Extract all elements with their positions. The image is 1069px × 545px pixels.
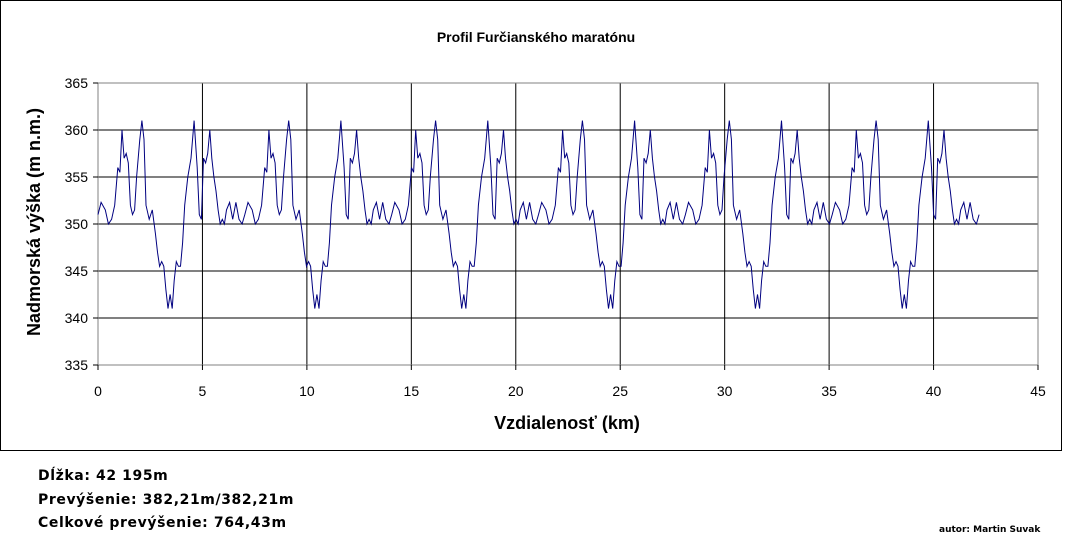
y-tick-label: 345 (65, 263, 89, 279)
elevation-profile-line (97, 120, 980, 309)
x-tick-label: 25 (612, 383, 628, 399)
chart-frame (0, 0, 1062, 451)
y-tick-label: 340 (65, 310, 89, 326)
y-tick-label: 335 (65, 357, 89, 373)
y-tick-label: 360 (65, 122, 89, 138)
x-tick-label: 5 (199, 383, 207, 399)
x-tick-label: 40 (926, 383, 942, 399)
y-tick-label: 365 (65, 75, 89, 91)
x-tick-label: 45 (1030, 383, 1046, 399)
y-axis-label: Nadmorská výška (m n.m.) (24, 108, 44, 336)
y-tick-label: 350 (65, 216, 89, 232)
x-tick-label: 30 (717, 383, 733, 399)
chart-title: Profil Furčianského maratónu (437, 29, 635, 45)
stat-total-elevation: Celkové prevýšenie: 764,43m (38, 515, 287, 531)
x-tick-label: 35 (821, 383, 837, 399)
x-axis-label: Vzdialenosť (km) (494, 413, 640, 433)
stat-length: Dĺžka: 42 195m (38, 468, 169, 484)
author-credit: autor: Martin Suvak (939, 525, 1041, 535)
x-tick-label: 10 (299, 383, 315, 399)
x-tick-label: 20 (508, 383, 524, 399)
y-tick-label: 355 (65, 169, 89, 185)
x-tick-label: 15 (404, 383, 420, 399)
stat-elevation: Prevýšenie: 382,21m/382,21m (38, 492, 295, 508)
x-tick-label: 0 (94, 383, 102, 399)
